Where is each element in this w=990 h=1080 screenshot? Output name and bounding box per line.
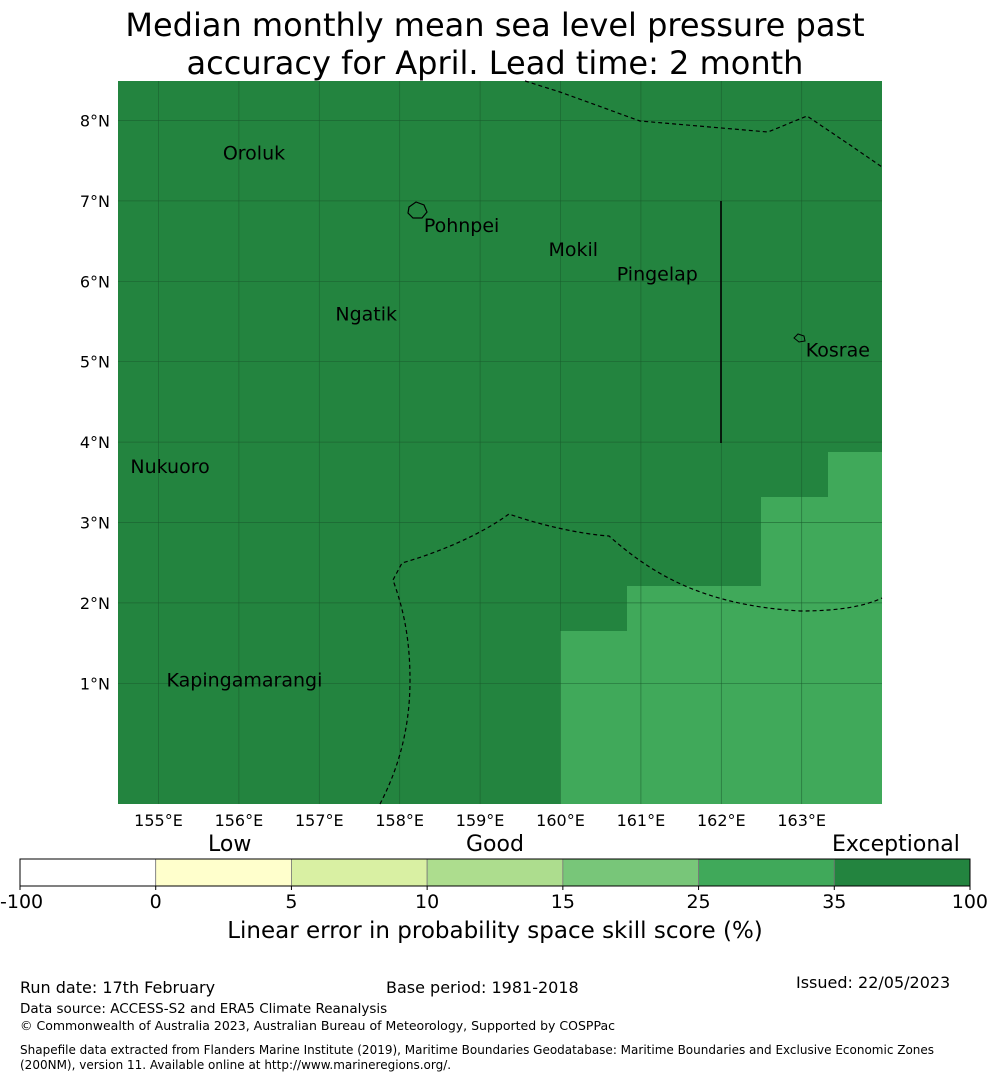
base-period: Base period: 1981-2018 [386, 978, 579, 997]
y-tick-label: 5°N [80, 353, 110, 372]
colorbar-category-exceptional: Exceptional [832, 832, 960, 857]
place-label-mokil: Mokil [548, 239, 598, 261]
colorbar-segment [155, 858, 292, 887]
y-tick-label: 6°N [80, 272, 110, 291]
colorbar-segment [426, 858, 564, 887]
place-label-kapingamarangi: Kapingamarangi [167, 669, 323, 691]
place-label-oroluk: Oroluk [223, 143, 285, 165]
colorbar-tick-label: 25 [686, 891, 710, 913]
colorbar: -100 0 5 10 15 25 35 100 [0, 858, 988, 913]
colorbar-frame [19, 858, 971, 887]
colorbar-tick-label: -100 [0, 891, 43, 913]
copyright: © Commonwealth of Australia 2023, Austra… [20, 1018, 615, 1033]
x-tick-label: 157°E [295, 811, 344, 830]
colorbar-segment [19, 858, 157, 887]
issued-date: Issued: 22/05/2023 [796, 973, 951, 992]
colorbar-tick-label: 15 [551, 891, 575, 913]
y-tick-label: 1°N [80, 674, 110, 693]
colorbar-segment [698, 858, 835, 887]
x-tick-label: 160°E [536, 811, 585, 830]
colorbar-segment [291, 858, 428, 887]
axis-ticks: 155°E 156°E 157°E 158°E 159°E 160°E 161°E 162°E… [80, 112, 826, 831]
place-labels: Oroluk Pohnpei Mokil Pingelap Ngatik Kosrae Nu… [130, 143, 870, 692]
x-tick-label: 163°E [777, 811, 826, 830]
run-date: Run date: 17th February [20, 978, 216, 997]
x-tick-label: 156°E [215, 811, 264, 830]
place-label-pingelap: Pingelap [617, 263, 698, 285]
x-tick-label: 159°E [456, 811, 505, 830]
place-label-kosrae: Kosrae [806, 340, 870, 362]
x-tick-label: 158°E [375, 811, 424, 830]
title-line-1: Median monthly mean sea level pressure p… [125, 6, 865, 44]
colorbar-tick-label: 0 [150, 891, 162, 913]
y-tick-label: 2°N [80, 594, 110, 613]
place-label-nukuoro: Nukuoro [130, 456, 209, 478]
eez-boundary-north [524, 80, 883, 168]
x-tick-label: 155°E [134, 811, 183, 830]
x-tick-label: 162°E [697, 811, 746, 830]
shapefile-credit: Shapefile data extracted from Flanders M… [20, 1043, 935, 1072]
map-title: Median monthly mean sea level pressure p… [0, 6, 990, 82]
place-label-pohnpei: Pohnpei [424, 215, 500, 237]
y-tick-label: 4°N [80, 433, 110, 452]
colorbar-category-low: Low [208, 832, 252, 857]
colorbar-title: Linear error in probability space skill … [227, 918, 763, 944]
kosrae-island-shape [793, 333, 806, 343]
y-tick-label: 7°N [80, 192, 110, 211]
colorbar-category-good: Good [466, 832, 524, 857]
place-label-ngatik: Ngatik [335, 303, 397, 325]
data-source: Data source: ACCESS-S2 and ERA5 Climate … [20, 1001, 388, 1017]
pohnpei-island-shape [407, 201, 428, 219]
colorbar-tick-label: 5 [285, 891, 297, 913]
eez-boundary-south [379, 513, 883, 805]
colorbar-tick-label: 100 [952, 891, 988, 913]
y-tick-label: 8°N [80, 112, 110, 131]
colorbar-segment [562, 858, 699, 887]
colorbar-segment [833, 858, 971, 887]
title-line-2: accuracy for April. Lead time: 2 month [186, 44, 804, 82]
y-tick-label: 3°N [80, 514, 110, 533]
x-tick-label: 161°E [617, 811, 666, 830]
colorbar-tick-label: 35 [822, 891, 846, 913]
colorbar-tick-label: 10 [415, 891, 439, 913]
